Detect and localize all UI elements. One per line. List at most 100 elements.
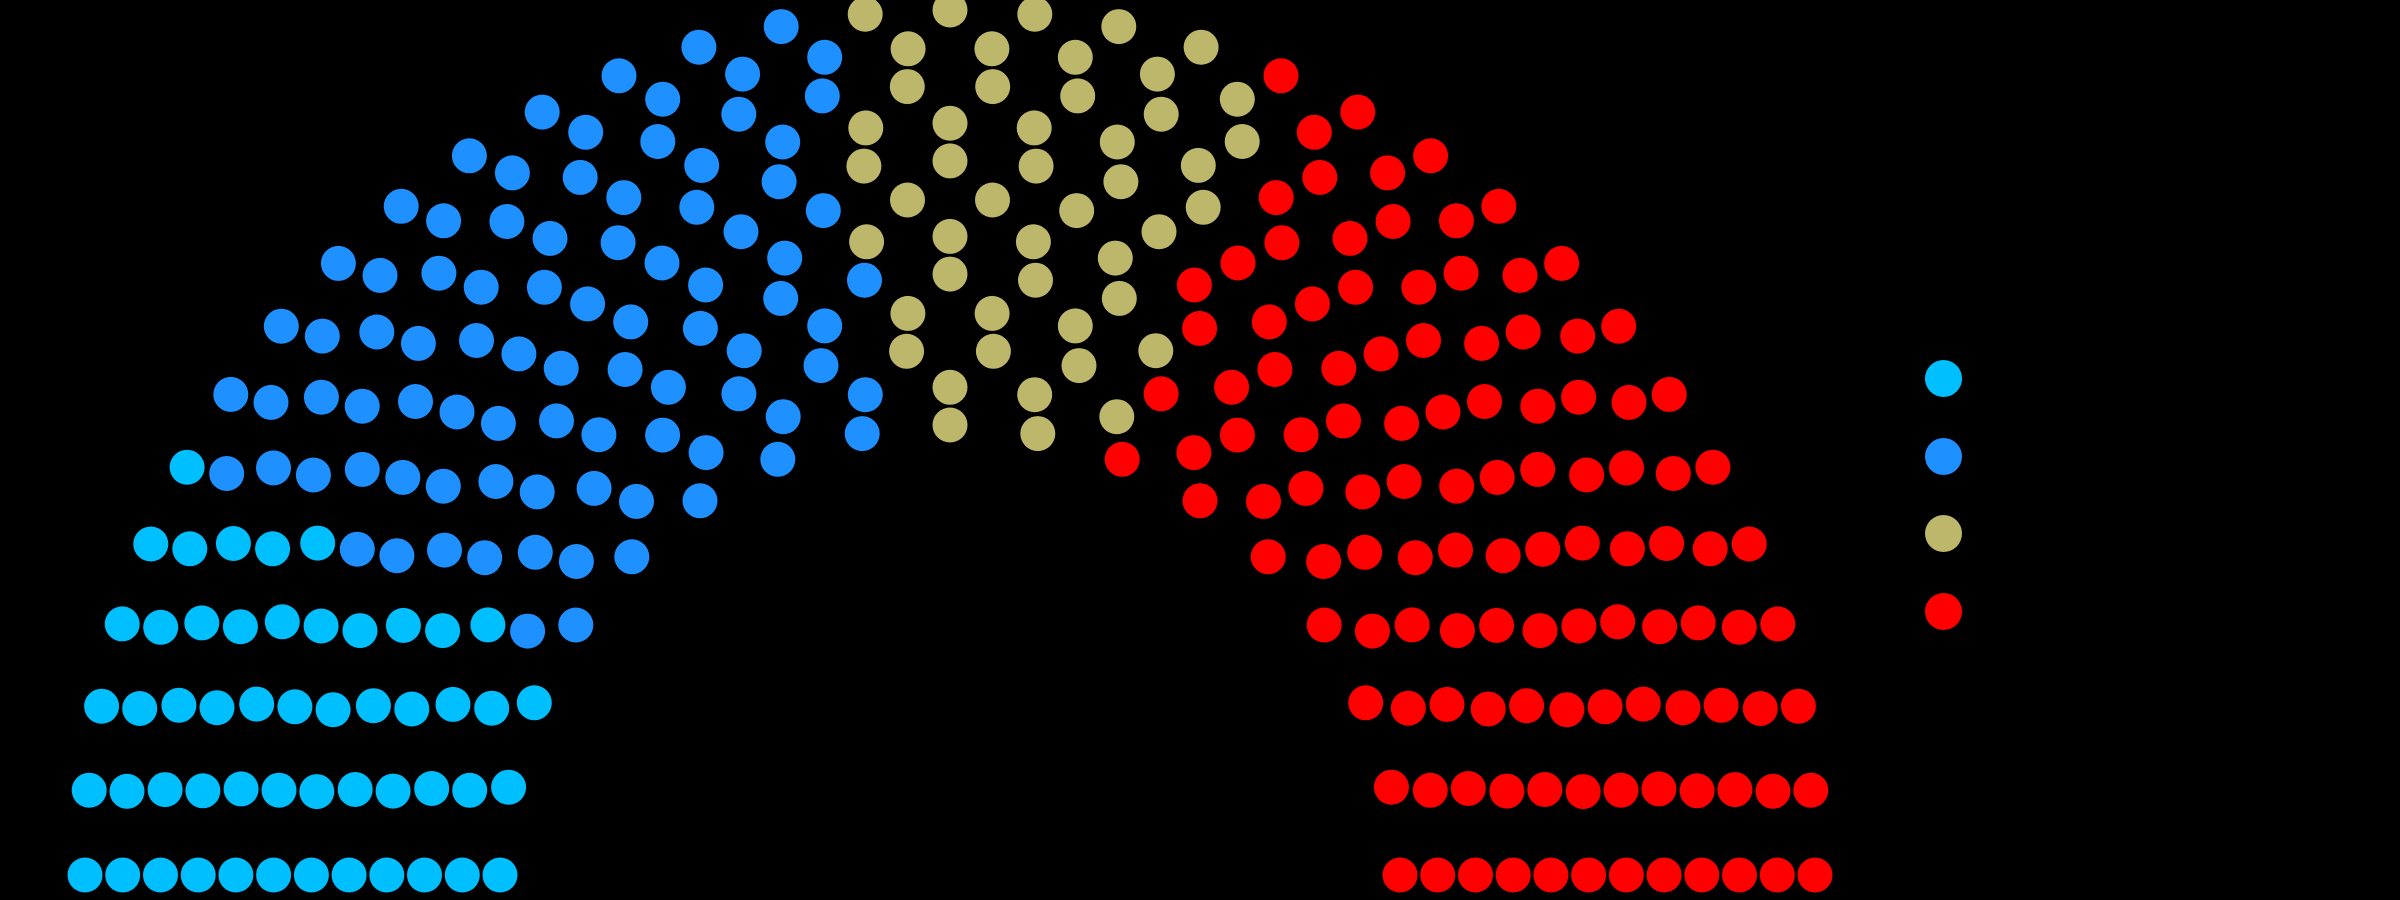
seat-dot-blue-group <box>510 613 546 649</box>
seat-dot-cyan-group <box>491 769 527 805</box>
seat-dot-cyan-group <box>143 857 178 893</box>
seat-dot-red-group <box>1608 857 1644 893</box>
seat-dot-red-group <box>1609 450 1644 486</box>
seat-dot-red-group <box>1439 613 1475 649</box>
seat-dot-red-group <box>1565 774 1601 810</box>
seat-dot-red-group <box>1561 379 1597 415</box>
seat-dot-red-group <box>1412 772 1448 808</box>
seat-dot-blue-group <box>568 114 604 150</box>
seat-dot-red-group <box>1485 538 1521 574</box>
seat-dot-khaki-group <box>1138 333 1174 369</box>
seat-dot-khaki-group <box>932 256 968 292</box>
seat-dot-khaki-group <box>889 333 925 369</box>
seat-dot-blue-group <box>463 269 499 305</box>
seat-dot-red-group <box>1561 608 1597 644</box>
seat-dot-blue-group <box>721 96 757 132</box>
seat-dot-blue-group <box>385 459 421 495</box>
seat-dot-blue-group <box>640 124 676 159</box>
seat-dot-red-group <box>1587 689 1623 725</box>
seat-dot-red-group <box>1219 417 1255 453</box>
seat-dot-red-group <box>1651 376 1687 412</box>
seat-dot-khaki-group <box>1061 348 1097 384</box>
seat-dot-blue-group <box>439 394 475 430</box>
seat-dot-blue-group <box>524 94 560 130</box>
seat-dot-blue-group <box>606 180 642 216</box>
seat-dot-khaki-group <box>848 110 884 146</box>
seat-dot-red-group <box>1489 773 1525 809</box>
seat-dot-cyan-group <box>355 688 391 724</box>
seat-dot-cyan-group <box>184 605 220 641</box>
seat-dot-khaki-group <box>1017 377 1053 413</box>
seat-dot-cyan-group <box>172 531 208 567</box>
seat-dot-blue-group <box>847 262 882 298</box>
seat-dot-khaki-group <box>1101 280 1137 316</box>
seat-dot-cyan-group <box>435 686 471 722</box>
seat-dot-khaki-group <box>1099 124 1135 160</box>
seat-dot-khaki-group <box>890 295 926 331</box>
seat-dot-red-group <box>1143 376 1179 412</box>
seat-dot-cyan-group <box>277 689 313 725</box>
seat-dot-khaki-group <box>975 69 1011 105</box>
seat-dot-blue-group <box>295 457 331 493</box>
seat-dot-blue-group <box>451 138 487 174</box>
seat-dot-red-group <box>1692 531 1728 567</box>
seat-dot-blue-group <box>607 352 643 387</box>
seat-dot-red-group <box>1646 857 1682 893</box>
seat-dot-red-group <box>1386 464 1422 499</box>
seat-dot-red-group <box>1338 269 1374 305</box>
seat-dot-red-group <box>1182 310 1218 346</box>
seat-dot-blue-group <box>213 376 249 412</box>
seat-dot-blue-group <box>256 450 291 486</box>
seat-dot-cyan-group <box>315 692 351 728</box>
seat-dot-red-group <box>1481 188 1517 224</box>
seat-dot-cyan-group <box>414 771 450 806</box>
seat-dot-red-group <box>1283 417 1319 453</box>
seat-dot-cyan-group <box>67 857 103 893</box>
seat-dot-blue-group <box>805 193 841 229</box>
seat-dot-cyan-group <box>133 526 169 562</box>
seat-dot-blue-group <box>600 225 636 261</box>
seat-dot-red-group <box>1721 609 1757 645</box>
seat-dot-red-group <box>1742 691 1778 726</box>
seat-dot-blue-group <box>426 203 462 239</box>
seat-dot-red-group <box>1294 286 1330 322</box>
seat-dot-khaki-group <box>846 148 882 184</box>
seat-dot-blue-group <box>767 240 803 276</box>
seat-dot-cyan-group <box>300 525 336 561</box>
seat-dot-blue-group <box>721 376 757 412</box>
legend-swatch-red-group <box>1925 592 1962 630</box>
seat-dot-blue-group <box>400 325 436 361</box>
seat-dot-red-group <box>1793 772 1829 808</box>
seat-dot-cyan-group <box>239 686 275 722</box>
seat-dot-red-group <box>1649 526 1685 561</box>
seat-dot-blue-group <box>807 39 843 75</box>
seat-dot-cyan-group <box>223 771 259 807</box>
seat-dot-red-group <box>1340 94 1376 130</box>
seat-dot-khaki-group <box>1057 308 1093 344</box>
seat-dot-blue-group <box>804 78 840 114</box>
seat-dot-red-group <box>1220 245 1256 281</box>
seat-dot-blue-group <box>425 468 461 504</box>
seat-dot-khaki-group <box>975 182 1010 218</box>
seat-dot-cyan-group <box>161 687 197 723</box>
seat-dot-red-group <box>1544 245 1580 281</box>
seat-dot-red-group <box>1759 857 1795 893</box>
seat-dot-blue-group <box>263 308 299 344</box>
seat-dot-khaki-group <box>932 105 968 141</box>
seat-dot-blue-group <box>760 441 796 477</box>
seat-dot-cyan-group <box>516 685 552 721</box>
seat-dot-cyan-group <box>474 690 510 726</box>
seat-dot-blue-group <box>847 377 883 413</box>
seat-dot-blue-group <box>688 435 724 471</box>
seat-dot-khaki-group <box>932 407 968 443</box>
seat-dot-khaki-group <box>1015 224 1051 260</box>
seat-dot-red-group <box>1425 394 1461 430</box>
seat-dot-red-group <box>1288 470 1324 506</box>
seat-dot-red-group <box>1642 609 1678 645</box>
seat-dot-red-group <box>1533 857 1569 893</box>
seat-dot-khaki-group <box>932 218 968 254</box>
legend-swatch-khaki-group <box>1925 515 1962 552</box>
seat-dot-cyan-group <box>482 857 518 893</box>
seat-dot-blue-group <box>682 483 718 519</box>
